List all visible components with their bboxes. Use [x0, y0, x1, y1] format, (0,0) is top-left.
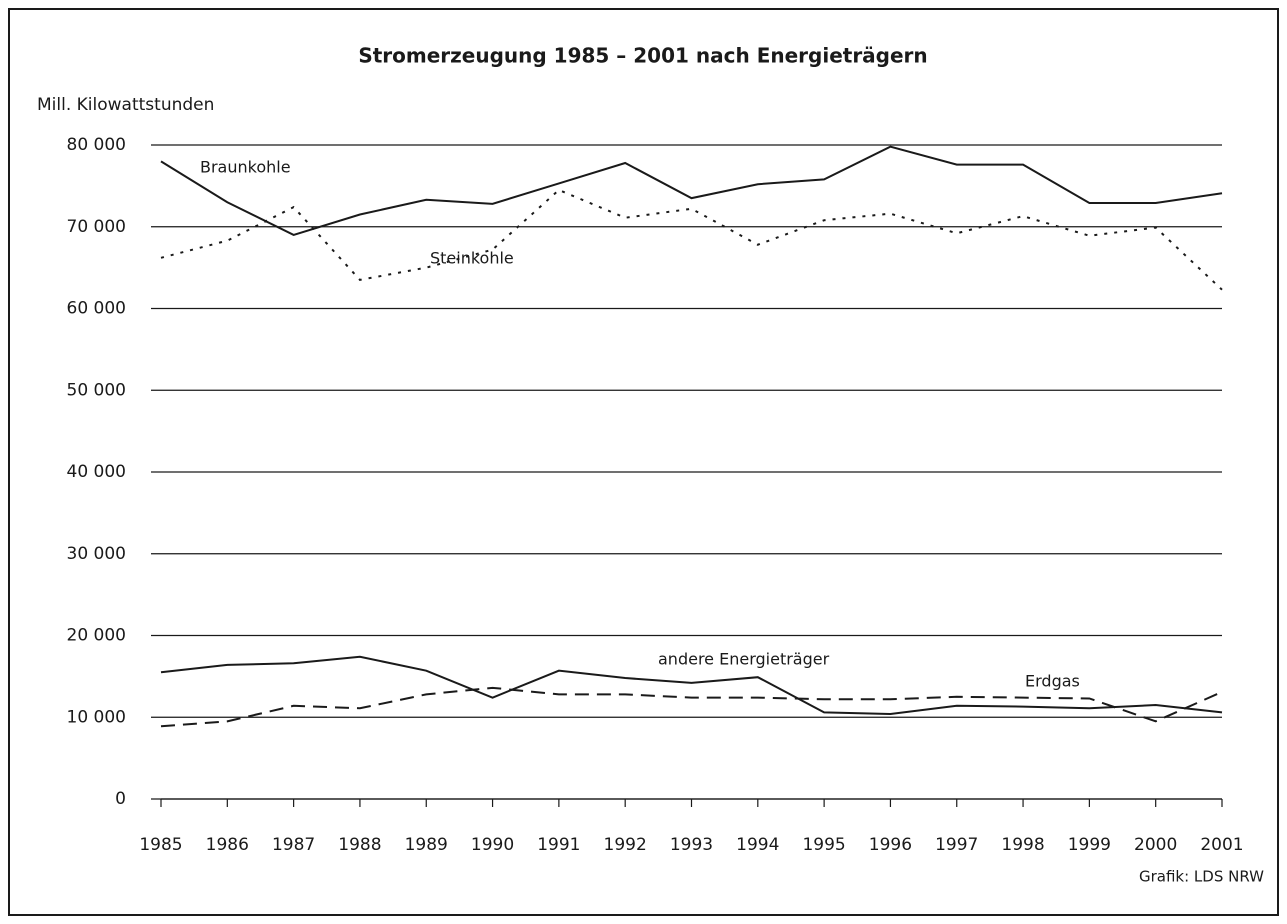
y-tick-label: 40 000: [67, 462, 126, 482]
series-label: Steinkohle: [430, 249, 514, 268]
x-tick-label: 1994: [736, 835, 779, 855]
y-tick-label: 20 000: [67, 626, 126, 646]
x-tick-label: 1996: [869, 835, 912, 855]
series-label: Braunkohle: [200, 158, 291, 177]
x-tick-label: 2000: [1134, 835, 1177, 855]
x-tick-label: 1988: [338, 835, 381, 855]
x-tick-label: 2001: [1200, 835, 1243, 855]
series-line: [160, 188, 1223, 291]
y-tick-label: 80 000: [67, 135, 126, 155]
series-label: Erdgas: [1025, 672, 1080, 691]
series-line: [160, 686, 1223, 728]
series-line: [160, 655, 1223, 715]
y-tick-label: 60 000: [67, 299, 126, 319]
y-tick-label: 70 000: [67, 217, 126, 237]
x-tick-label: 1990: [471, 835, 514, 855]
source: Grafik: LDS NRW: [1139, 868, 1264, 886]
y-tick-label: 0: [115, 789, 126, 809]
y-tick-label: 30 000: [67, 544, 126, 564]
x-tick-label: 1985: [139, 835, 182, 855]
x-tick-label: 1999: [1068, 835, 1111, 855]
y-tick-label: 50 000: [67, 380, 126, 400]
x-tick-label: 1995: [802, 835, 845, 855]
series-line: [160, 145, 1223, 236]
x-tick-label: 1987: [272, 835, 315, 855]
chart-title: Stromerzeugung 1985 – 2001 nach Energiet…: [358, 44, 927, 68]
y-tick-label: 10 000: [67, 707, 126, 727]
x-tick-label: 1989: [405, 835, 448, 855]
x-tick-label: 1998: [1001, 835, 1044, 855]
series-label: andere Energieträger: [658, 650, 830, 669]
frame: [8, 8, 1279, 916]
x-tick-label: 1997: [935, 835, 978, 855]
x-tick-label: 1991: [537, 835, 580, 855]
y-axis-label: Mill. Kilowattstunden: [37, 95, 214, 115]
x-tick-label: 1992: [604, 835, 647, 855]
x-tick-label: 1993: [670, 835, 713, 855]
x-tick-label: 1986: [206, 835, 249, 855]
